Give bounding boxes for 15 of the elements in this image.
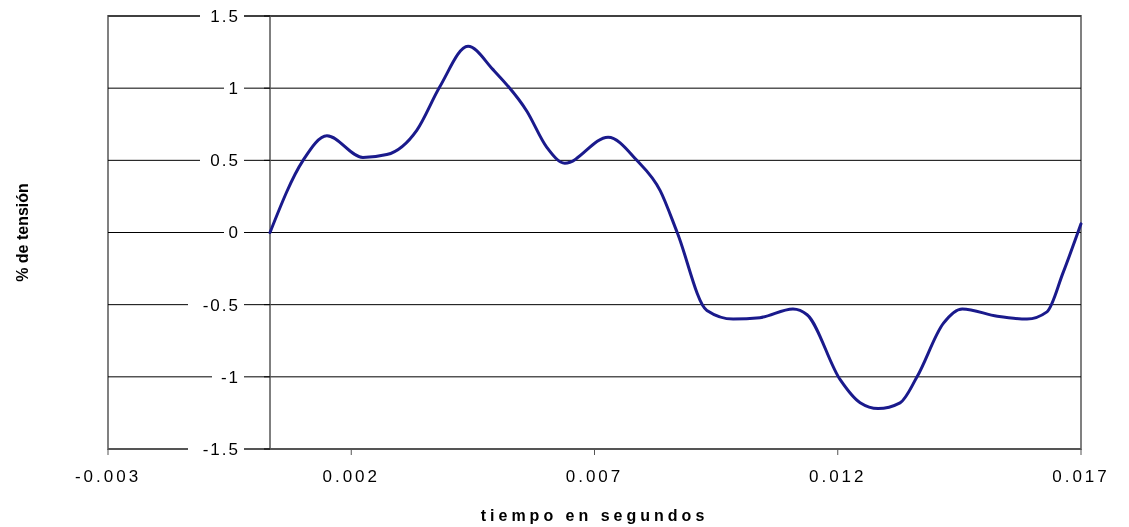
x-axis-title: tiempo en segundos (480, 507, 709, 524)
x-tick-label: 0.017 (1052, 467, 1110, 486)
y-tick-label: -0.5 (202, 295, 240, 315)
x-tick-label: 0.012 (808, 467, 867, 486)
y-axis-title: % de tensión (14, 183, 31, 282)
line-series (268, 44, 1083, 411)
x-tick-label: -0.003 (74, 467, 142, 486)
x-tick-label: 0.007 (565, 467, 624, 486)
y-tick-label: -1 (220, 367, 240, 387)
y-tick-label: 1.5 (210, 6, 240, 26)
y-tick-label: -1.5 (202, 439, 240, 459)
y-tick-label: 0 (228, 223, 240, 243)
x-tick-label: 0.002 (322, 467, 381, 486)
y-tick-label: 0.5 (210, 151, 240, 171)
y-tick-label: 1 (228, 79, 240, 99)
